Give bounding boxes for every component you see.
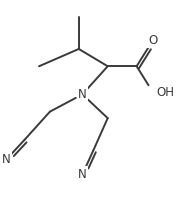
- Text: N: N: [78, 88, 87, 101]
- Text: N: N: [2, 153, 11, 166]
- Text: OH: OH: [157, 86, 174, 99]
- Text: N: N: [78, 168, 87, 181]
- Text: O: O: [148, 34, 157, 47]
